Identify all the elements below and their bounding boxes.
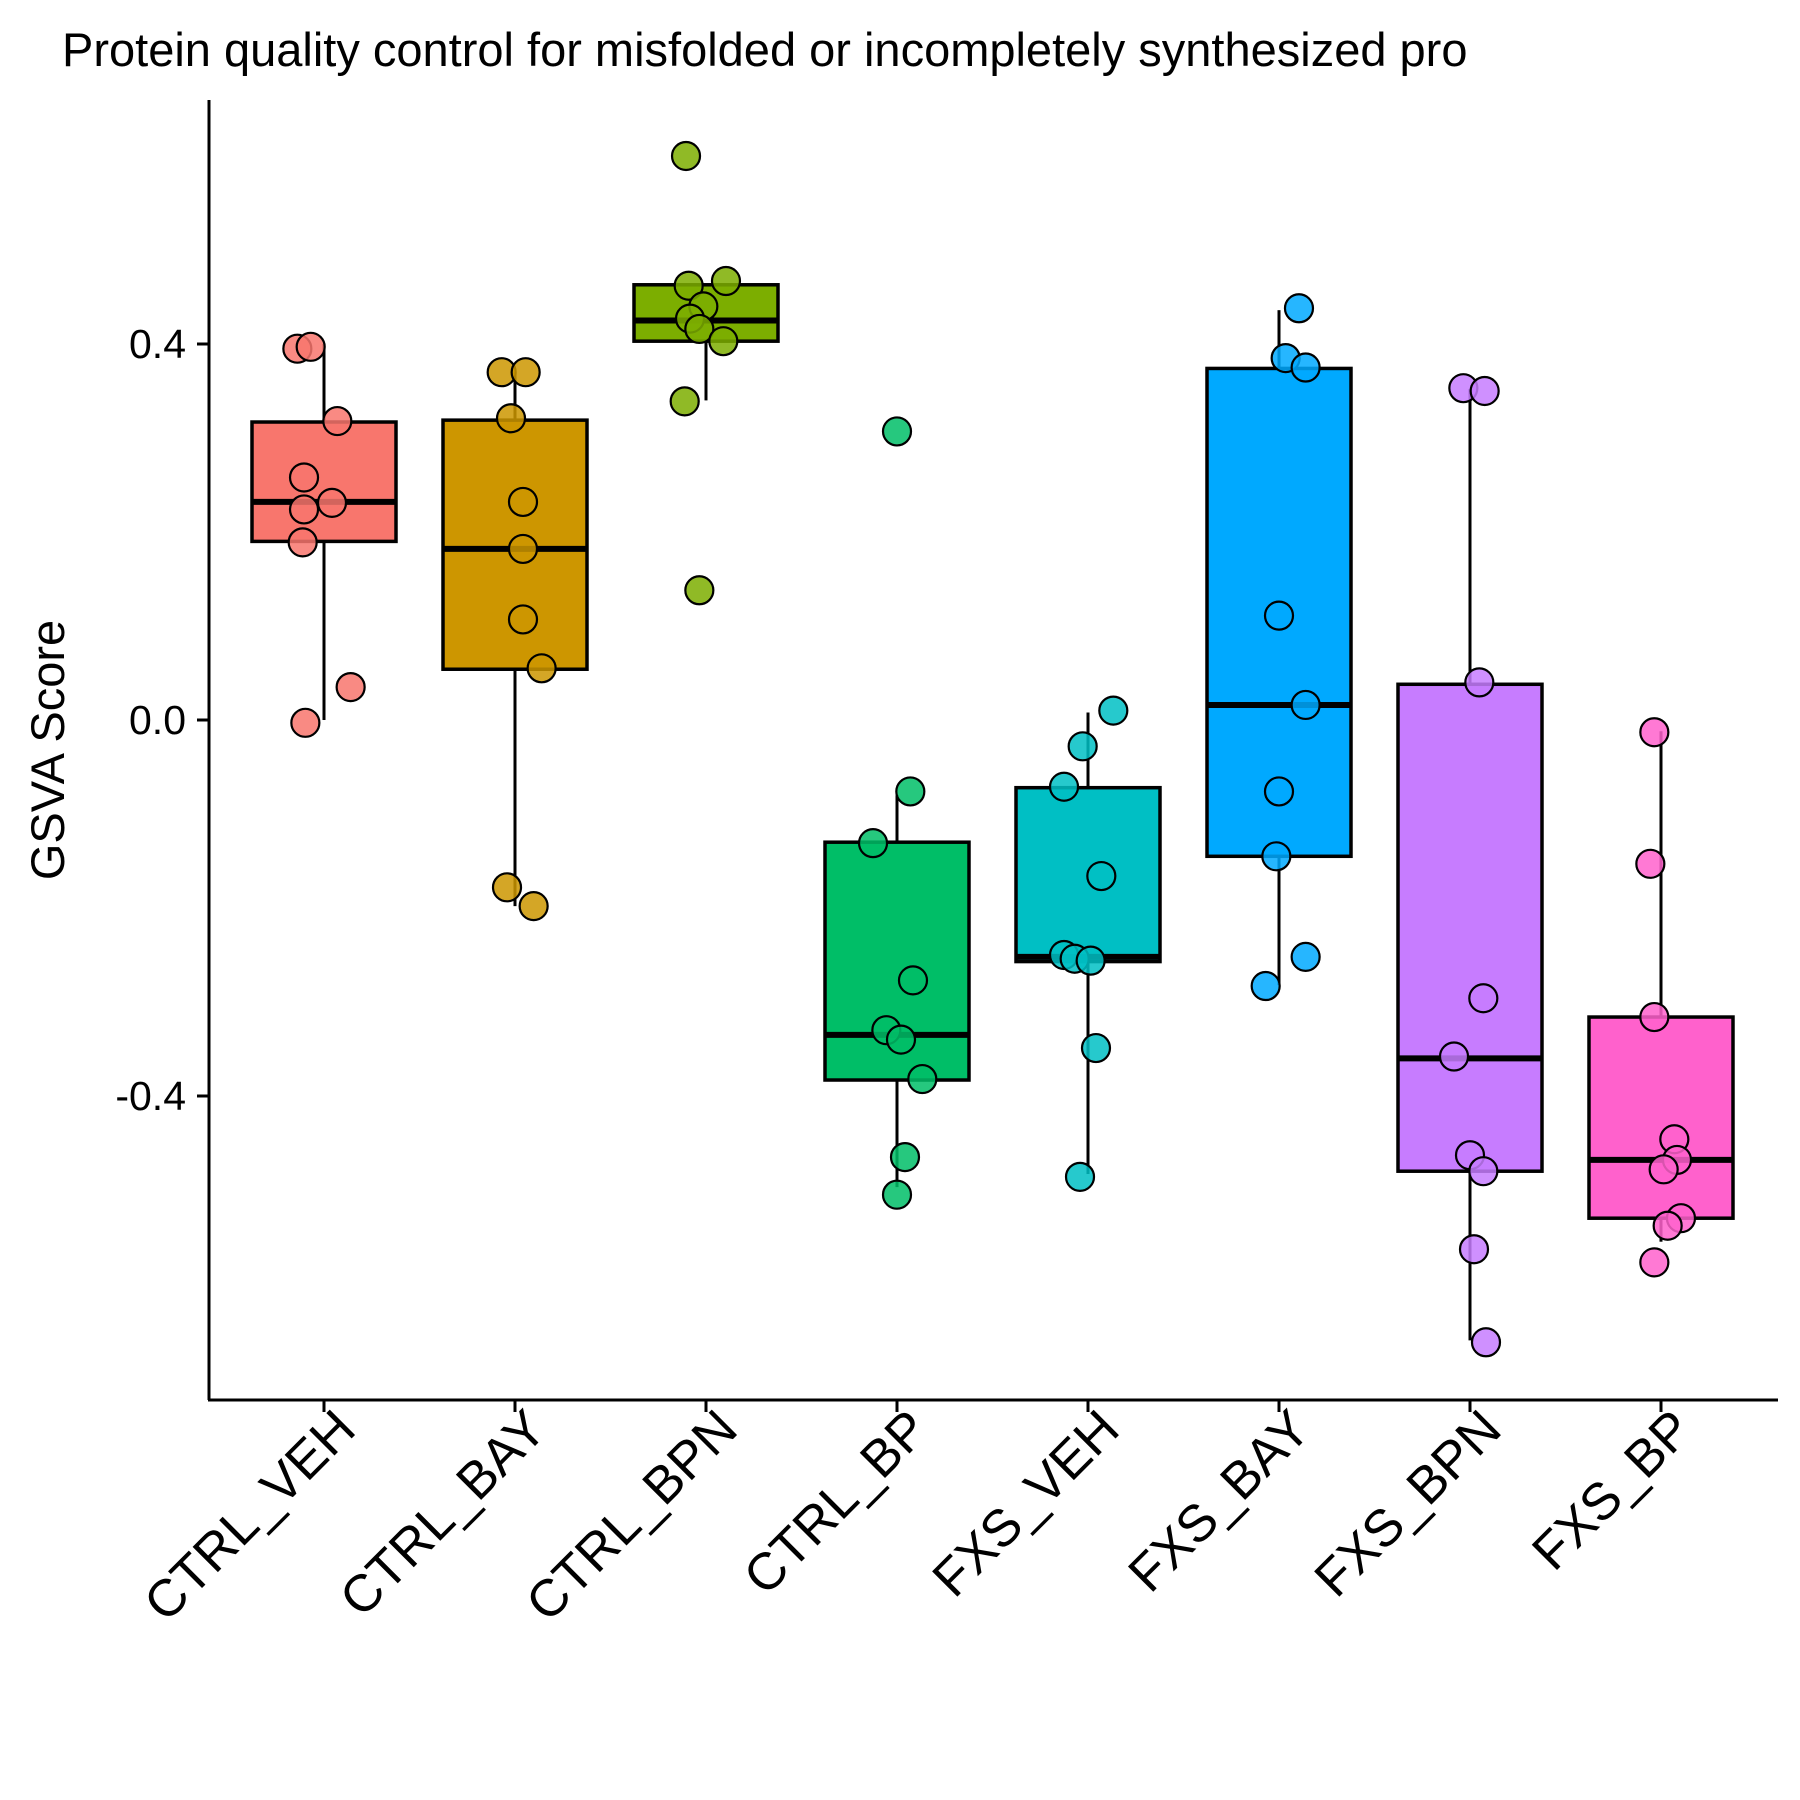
data-point <box>1469 375 1500 407</box>
data-point <box>907 1063 938 1095</box>
box-group-fxs-bp <box>1587 717 1735 1278</box>
box-group-ctrl-bp <box>823 416 971 1210</box>
data-point <box>1468 983 1499 1014</box>
data-point <box>1652 1210 1683 1241</box>
data-point <box>1464 667 1495 698</box>
data-point <box>881 1179 913 1210</box>
box-iqr <box>1396 682 1544 1173</box>
x-tick-label: FXS_BP <box>1521 1399 1703 1581</box>
data-point <box>670 140 702 172</box>
data-point <box>1250 970 1281 1002</box>
data-point <box>1080 1032 1112 1064</box>
data-point <box>507 604 539 635</box>
x-tick-label: CTRL_BP <box>733 1399 940 1606</box>
chart-title: Protein quality control for misfolded or… <box>62 23 1467 76</box>
data-point <box>1067 731 1098 762</box>
data-point <box>897 965 929 996</box>
data-point <box>1635 848 1666 879</box>
box-group-fxs-bay <box>1205 293 1353 1002</box>
plot-area <box>250 140 1735 1358</box>
data-point <box>669 386 700 417</box>
data-point <box>889 1141 921 1173</box>
data-point <box>507 486 539 518</box>
data-point <box>1098 695 1129 726</box>
data-point <box>857 828 889 859</box>
data-point <box>1290 941 1321 972</box>
data-point <box>1048 771 1080 802</box>
box-group-ctrl-bpn <box>632 140 780 606</box>
data-point <box>1263 776 1295 807</box>
y-tick-label: -0.4 <box>115 1073 186 1119</box>
box-group-fxs-bpn <box>1396 373 1544 1358</box>
data-point <box>1064 1161 1096 1192</box>
data-point <box>295 331 326 362</box>
data-point <box>1283 293 1315 324</box>
y-axis-label: GSVA Score <box>21 620 74 880</box>
data-point <box>495 403 527 434</box>
data-point <box>290 707 321 738</box>
data-point <box>526 653 557 684</box>
x-axis-ticks: CTRL_VEHCTRL_BAYCTRL_BPNCTRL_BPFXS_VEHFX… <box>133 1399 1703 1632</box>
box-iqr <box>823 840 971 1082</box>
data-point <box>1648 1154 1679 1185</box>
data-point <box>710 265 742 297</box>
data-point <box>881 416 913 447</box>
box-group-fxs-veh <box>1014 695 1162 1192</box>
x-tick-label: CTRL_VEH <box>133 1399 366 1632</box>
data-point <box>708 326 739 357</box>
x-tick-label: FXS_BAY <box>1118 1399 1322 1603</box>
data-point <box>335 671 366 703</box>
data-point <box>510 357 541 388</box>
box-group-ctrl-bay <box>441 357 589 922</box>
y-tick-label: 0.0 <box>129 697 186 743</box>
data-point <box>322 405 353 437</box>
data-point <box>1438 1041 1470 1072</box>
box-iqr <box>250 420 398 544</box>
x-tick-label: FXS_BPN <box>1304 1399 1513 1608</box>
data-point <box>316 487 348 518</box>
data-point <box>1290 689 1321 721</box>
data-point <box>1639 717 1670 748</box>
x-tick-label: FXS_VEH <box>922 1399 1131 1608</box>
box-iqr <box>1587 1015 1735 1220</box>
data-point <box>1261 841 1292 872</box>
box-group-ctrl-veh <box>250 331 398 738</box>
data-point <box>684 575 715 606</box>
data-point <box>1290 352 1321 383</box>
data-point <box>1470 1327 1502 1358</box>
data-point <box>1639 1247 1670 1278</box>
data-point <box>684 313 715 345</box>
data-point <box>288 462 320 493</box>
data-point <box>288 494 320 525</box>
data-point <box>1263 600 1295 631</box>
data-point <box>507 533 539 565</box>
y-axis-ticks: 0.4 0.0 -0.4 <box>115 321 209 1119</box>
data-point <box>1086 860 1117 892</box>
data-point <box>885 1024 917 1055</box>
data-point <box>1075 945 1106 976</box>
data-point <box>673 270 704 301</box>
data-point <box>1458 1234 1490 1265</box>
data-point <box>895 776 926 807</box>
data-point <box>491 872 523 903</box>
data-point <box>287 527 318 558</box>
data-point <box>1639 1001 1670 1033</box>
y-tick-label: 0.4 <box>129 321 186 367</box>
data-point <box>518 891 549 922</box>
data-point <box>1468 1156 1499 1187</box>
